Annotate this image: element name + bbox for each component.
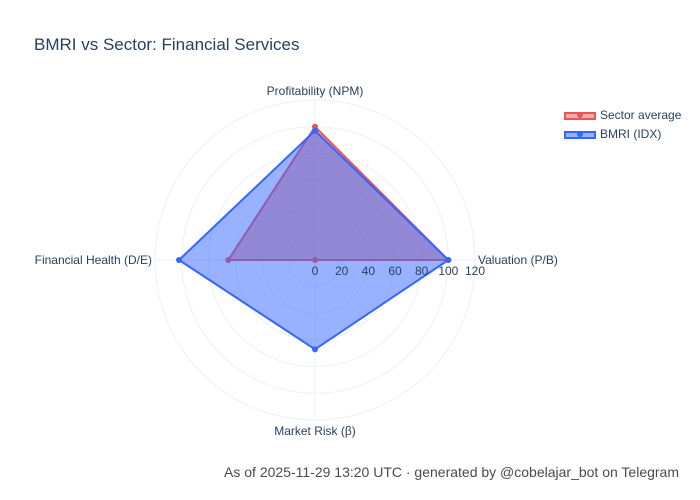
legend-item-bmri[interactable]: BMRI (IDX)	[564, 127, 661, 141]
radar-series	[176, 123, 452, 353]
radial-tick-label: 60	[388, 264, 402, 278]
radial-tick-label: 20	[335, 264, 349, 278]
series-1-point-1	[445, 257, 452, 263]
axis-label-valuation: Valuation (P/B)	[478, 253, 558, 267]
radial-tick-label: 40	[362, 264, 376, 278]
chart-title: BMRI vs Sector: Financial Services	[34, 35, 299, 54]
series-area-1	[178, 129, 450, 351]
legend-label-bmri: BMRI (IDX)	[600, 127, 661, 141]
axis-labels: Profitability (NPM) Valuation (P/B) Mark…	[35, 84, 558, 438]
series-1-point-2	[312, 346, 318, 353]
legend-item-sector[interactable]: Sector average	[564, 108, 682, 122]
series-1-point-3	[176, 257, 182, 263]
axis-label-profitability: Profitability (NPM)	[267, 84, 364, 98]
radial-ticks: 0 20 40 60 80 100 120	[312, 264, 486, 278]
axis-label-financial-health: Financial Health (D/E)	[35, 253, 152, 267]
legend: Sector average BMRI (IDX)	[564, 108, 682, 141]
radial-tick-label: 80	[415, 264, 429, 278]
legend-marker-bmri	[577, 131, 583, 137]
series-1-point-0	[312, 127, 318, 134]
legend-marker-sector	[577, 112, 583, 118]
radial-tick-label: 100	[438, 264, 458, 278]
legend-label-sector: Sector average	[600, 108, 682, 122]
radial-tick-label: 0	[312, 264, 319, 278]
radial-tick-label: 120	[465, 264, 485, 278]
axis-label-market-risk: Market Risk (β)	[274, 424, 356, 438]
footer-text: As of 2025-11-29 13:20 UTC · generated b…	[224, 464, 679, 480]
